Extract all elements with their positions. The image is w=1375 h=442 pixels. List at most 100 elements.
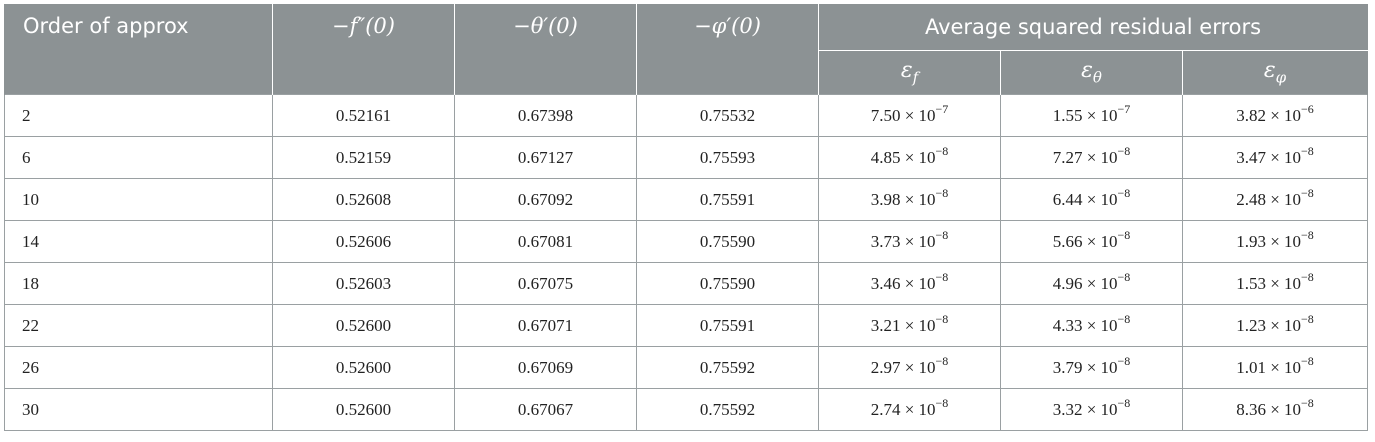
phi-cell-value: 0.75532 <box>699 105 756 125</box>
eps-phi-cell-exponent: −8 <box>1301 185 1314 200</box>
eps-theta-cell-exponent: −7 <box>1117 101 1131 116</box>
eps-theta-cell-value: 4.33 × 10 <box>1052 315 1118 335</box>
eps-theta-cell: 3.79 × 10−8 <box>1000 346 1183 389</box>
table-row: 6 0.52159 0.67127 0.75593 4.85 × 10−8 7.27 × … <box>4 136 1368 179</box>
f-cell: 0.52606 <box>272 220 455 263</box>
theta-cell: 0.67092 <box>454 178 637 221</box>
table-row: 18 0.52603 0.67075 0.75590 3.46 × 10−8 4.96 ×… <box>4 262 1368 305</box>
f-cell-value: 0.52600 <box>335 357 392 377</box>
theta-cell: 0.67081 <box>454 220 637 263</box>
phi-cell: 0.75592 <box>636 388 819 431</box>
eps-theta-cell-value: 3.32 × 10 <box>1052 399 1118 419</box>
phi-cell-value: 0.75590 <box>699 231 756 251</box>
phi-cell: 0.75591 <box>636 304 819 347</box>
eps-phi-symbol: εφ <box>1263 58 1287 87</box>
theta-cell-value: 0.67075 <box>517 273 574 293</box>
f-cell-value: 0.52603 <box>335 273 392 293</box>
eps-theta-cell: 6.44 × 10−8 <box>1000 178 1183 221</box>
results-table: Order of approx −f″(0) −θ′(0) −φ′(0) Ave… <box>4 4 1368 431</box>
theta-cell-value: 0.67071 <box>517 315 574 335</box>
theta-cell-value: 0.67069 <box>517 357 574 377</box>
eps-theta-cell: 4.33 × 10−8 <box>1000 304 1183 347</box>
eps-theta-cell-value: 6.44 × 10 <box>1052 189 1118 209</box>
eps-f-cell-value: 4.85 × 10 <box>870 147 936 167</box>
theta-cell-value: 0.67092 <box>517 189 574 209</box>
header-phi-prime: −φ′(0) <box>636 4 819 95</box>
eps-f-cell-value: 3.73 × 10 <box>870 231 936 251</box>
eps-theta-cell-value: 7.27 × 10 <box>1052 147 1118 167</box>
eps-f-cell-exponent: −8 <box>935 185 949 200</box>
order-cell-value: 30 <box>22 399 39 419</box>
phi-cell-value: 0.75591 <box>699 315 756 335</box>
f-cell: 0.52159 <box>272 136 455 179</box>
header-order: Order of approx <box>4 4 273 95</box>
header-average-errors: Average squared residual errors <box>818 4 1368 51</box>
eps-phi-cell-exponent: −8 <box>1301 143 1314 158</box>
theta-cell: 0.67071 <box>454 304 637 347</box>
order-cell-value: 18 <box>22 273 39 293</box>
eps-f-cell-value: 2.97 × 10 <box>870 357 936 377</box>
eps-f-cell: 2.74 × 10−8 <box>818 388 1001 431</box>
table-body: 2 0.52161 0.67398 0.75532 7.50 × 10−7 1.55 × … <box>4 94 1368 431</box>
eps-theta-cell-value: 1.55 × 10 <box>1052 105 1118 125</box>
order-cell: 22 <box>4 304 273 347</box>
order-cell: 30 <box>4 388 273 431</box>
eps-f-symbol: εf <box>900 58 919 87</box>
table-row: 26 0.52600 0.67069 0.75592 2.97 × 10−8 3.79 ×… <box>4 346 1368 389</box>
theta-cell: 0.67127 <box>454 136 637 179</box>
eps-phi-cell-exponent: −8 <box>1301 395 1314 410</box>
eps-theta-cell-value: 3.79 × 10 <box>1052 357 1118 377</box>
order-cell-value: 26 <box>22 357 39 377</box>
eps-f-cell-value: 3.46 × 10 <box>870 273 936 293</box>
eps-f-cell-value: 3.21 × 10 <box>870 315 936 335</box>
header-eps-f: εf <box>818 50 1001 95</box>
phi-cell: 0.75593 <box>636 136 819 179</box>
eps-f-cell: 3.46 × 10−8 <box>818 262 1001 305</box>
theta-cell: 0.67067 <box>454 388 637 431</box>
f-cell: 0.52161 <box>272 94 455 137</box>
eps-theta-cell: 1.55 × 10−7 <box>1000 94 1183 137</box>
eps-theta-cell: 5.66 × 10−8 <box>1000 220 1183 263</box>
eps-phi-cell: 1.93 × 10−8 <box>1182 220 1368 263</box>
f-cell: 0.52600 <box>272 304 455 347</box>
eps-f-cell-value: 2.74 × 10 <box>870 399 936 419</box>
eps-f-cell-value: 3.98 × 10 <box>870 189 936 209</box>
order-cell: 14 <box>4 220 273 263</box>
eps-f-cell-exponent: −8 <box>935 311 949 326</box>
f-cell: 0.52603 <box>272 262 455 305</box>
eps-f-cell: 2.97 × 10−8 <box>818 346 1001 389</box>
order-cell: 10 <box>4 178 273 221</box>
eps-phi-cell-value: 1.01 × 10 <box>1236 357 1302 377</box>
eps-f-cell: 3.21 × 10−8 <box>818 304 1001 347</box>
eps-phi-cell-exponent: −8 <box>1301 269 1314 284</box>
eps-phi-cell-value: 2.48 × 10 <box>1236 189 1302 209</box>
eps-f-cell-exponent: −8 <box>935 395 949 410</box>
eps-phi-cell: 3.47 × 10−8 <box>1182 136 1368 179</box>
f-cell: 0.52600 <box>272 388 455 431</box>
eps-f-cell-exponent: −8 <box>935 227 949 242</box>
results-table-container: Order of approx −f″(0) −θ′(0) −φ′(0) Ave… <box>4 4 1368 431</box>
eps-phi-cell-exponent: −6 <box>1301 101 1314 116</box>
phi-cell-value: 0.75590 <box>699 273 756 293</box>
eps-phi-cell: 1.53 × 10−8 <box>1182 262 1368 305</box>
eps-phi-cell: 1.01 × 10−8 <box>1182 346 1368 389</box>
order-cell-value: 6 <box>22 147 31 167</box>
eps-phi-cell-exponent: −8 <box>1301 353 1314 368</box>
f-cell-value: 0.52606 <box>335 231 392 251</box>
f-cell-value: 0.52608 <box>335 189 392 209</box>
eps-theta-cell-exponent: −8 <box>1117 395 1131 410</box>
eps-phi-cell-value: 1.23 × 10 <box>1236 315 1302 335</box>
eps-theta-cell-exponent: −8 <box>1117 143 1131 158</box>
order-cell-value: 14 <box>22 231 39 251</box>
phi-cell-value: 0.75593 <box>699 147 756 167</box>
order-cell: 2 <box>4 94 273 137</box>
eps-phi-cell: 2.48 × 10−8 <box>1182 178 1368 221</box>
phi-cell-value: 0.75592 <box>699 399 756 419</box>
theta-cell-value: 0.67067 <box>517 399 574 419</box>
order-cell-value: 10 <box>22 189 39 209</box>
table-header: Order of approx −f″(0) −θ′(0) −φ′(0) Ave… <box>4 4 1368 95</box>
eps-phi-cell-value: 1.93 × 10 <box>1236 231 1302 251</box>
order-cell: 18 <box>4 262 273 305</box>
f-cell-value: 0.52161 <box>335 105 392 125</box>
phi-cell: 0.75590 <box>636 220 819 263</box>
